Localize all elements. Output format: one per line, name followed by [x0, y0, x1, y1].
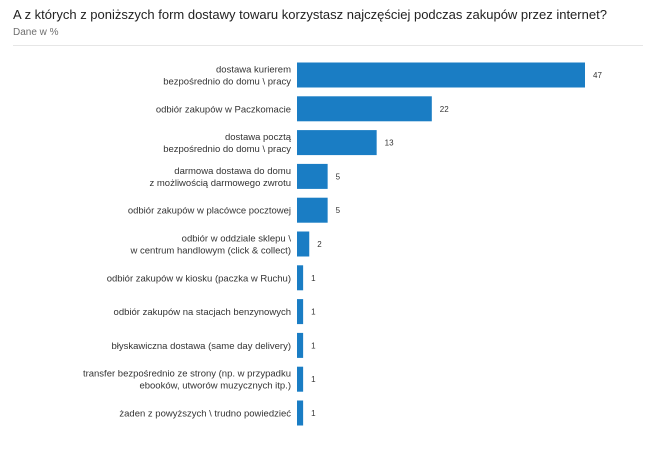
bar-0	[297, 62, 585, 88]
category-label-line: z możliwością darmowego zwrotu	[150, 178, 292, 189]
category-label-line: transfer bezpośrednio ze strony (np. w p…	[83, 369, 291, 380]
category-label-line: w centrum handlowym (click & collect)	[130, 246, 292, 257]
value-label-2: 13	[385, 139, 394, 148]
category-label-2: dostawa pocztą bezpośrednio do domu \ pra…	[163, 132, 292, 155]
category-label-line: błyskawiczna dostawa (same day delivery)	[111, 341, 291, 352]
category-label-line: odbiór zakupów w placówce pocztowej	[128, 206, 291, 217]
bar-6	[297, 265, 304, 291]
value-label-7: 1	[311, 308, 316, 317]
category-label-1: odbiór zakupów w Paczkomacie	[156, 104, 291, 115]
category-label-5: odbiór w oddziale sklepu \ w centrum hand…	[130, 234, 292, 257]
category-label-7: odbiór zakupów na stacjach benzynowych	[114, 307, 291, 318]
category-label-10: żaden z powyższych \ trudno powiedzieć	[119, 409, 291, 420]
value-label-3: 5	[336, 172, 341, 181]
category-label-line: bezpośrednio do domu \ pracy	[163, 77, 291, 88]
bar-9	[297, 366, 304, 392]
category-label-line: ebooków, utworów muzycznych itp.)	[139, 381, 291, 392]
category-label-line: dostawa kurierem	[216, 65, 291, 76]
category-label-line: odbiór zakupów w kiosku (paczka w Ruchu)	[107, 273, 291, 284]
bar-5	[297, 231, 310, 257]
category-label-line: darmowa dostawa do domu	[174, 166, 291, 177]
category-label-line: żaden z powyższych \ trudno powiedzieć	[119, 409, 291, 420]
chart-subtitle: Dane w %	[13, 27, 59, 38]
value-label-1: 22	[440, 105, 449, 114]
bar-8	[297, 332, 304, 358]
value-label-9: 1	[311, 375, 316, 384]
title-divider	[13, 45, 643, 46]
category-label-line: odbiór w oddziale sklepu \	[182, 234, 292, 245]
value-label-4: 5	[336, 206, 341, 215]
category-label-6: odbiór zakupów w kiosku (paczka w Ruchu)	[107, 273, 291, 284]
bar-4	[297, 197, 328, 223]
category-label-3: darmowa dostawa do domu z możliwością dar…	[150, 166, 292, 189]
bar-3	[297, 163, 328, 189]
category-label-4: odbiór zakupów w placówce pocztowej	[128, 206, 291, 217]
category-label-9: transfer bezpośrednio ze strony (np. w p…	[83, 369, 291, 392]
category-label-line: dostawa pocztą	[225, 132, 292, 143]
category-label-line: bezpośrednio do domu \ pracy	[163, 144, 291, 155]
bar-2	[297, 130, 377, 156]
category-label-line: odbiór zakupów w Paczkomacie	[156, 104, 291, 115]
bar-10	[297, 400, 304, 426]
category-label-line: odbiór zakupów na stacjach benzynowych	[114, 307, 291, 318]
value-label-6: 1	[311, 274, 316, 283]
value-label-5: 2	[317, 240, 322, 249]
bar-7	[297, 299, 304, 325]
category-label-0: dostawa kurierem bezpośrednio do domu \ p…	[163, 65, 291, 88]
value-label-10: 1	[311, 409, 316, 418]
value-label-8: 1	[311, 341, 316, 350]
chart-title: A z których z poniższych form dostawy to…	[13, 7, 607, 22]
category-label-8: błyskawiczna dostawa (same day delivery)	[111, 341, 291, 352]
bar-1	[297, 96, 432, 122]
value-label-0: 47	[593, 71, 602, 80]
